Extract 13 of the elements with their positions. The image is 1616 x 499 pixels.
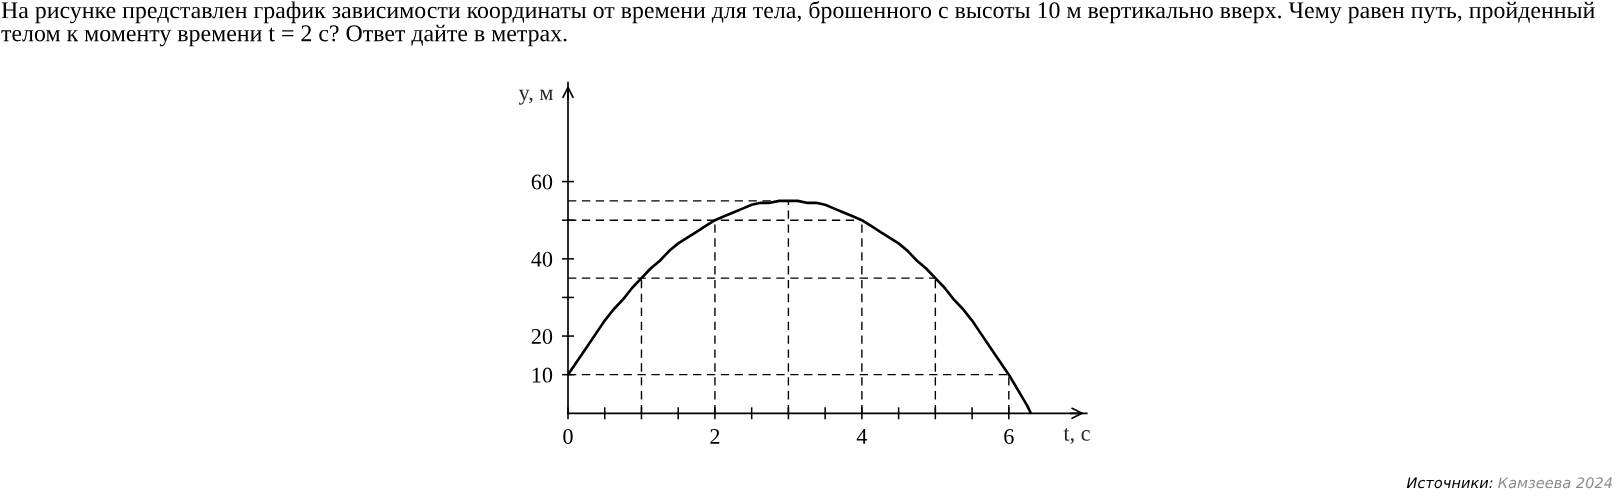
- text: Источники:: [1406, 477, 1493, 489]
- x-tick-label: 4: [856, 429, 868, 444]
- y-tick-label: 60: [531, 174, 553, 190]
- y-tick-label: 40: [531, 251, 553, 267]
- y-axis-title: y, м: [518, 89, 553, 105]
- x-tick-label: 0: [563, 428, 573, 444]
- x-axis-title: t, с: [1063, 428, 1090, 444]
- x-tick-label: 6: [1004, 429, 1014, 444]
- y-tick-label: 10: [532, 367, 553, 383]
- x-tick-label: 2: [710, 429, 720, 444]
- chart-title: На рисунке представлен график зависимости координаты от времени для тела, брошенного с высоты 10 м вертикально вверх. Чему равен путь, пройденный телом к моменту времени t = 2 с? Ответ дайте в метрах.: [1, 1, 1595, 47]
- text: Камзеева 2024: [1498, 477, 1612, 489]
- y-tick-label: 20: [531, 328, 553, 344]
